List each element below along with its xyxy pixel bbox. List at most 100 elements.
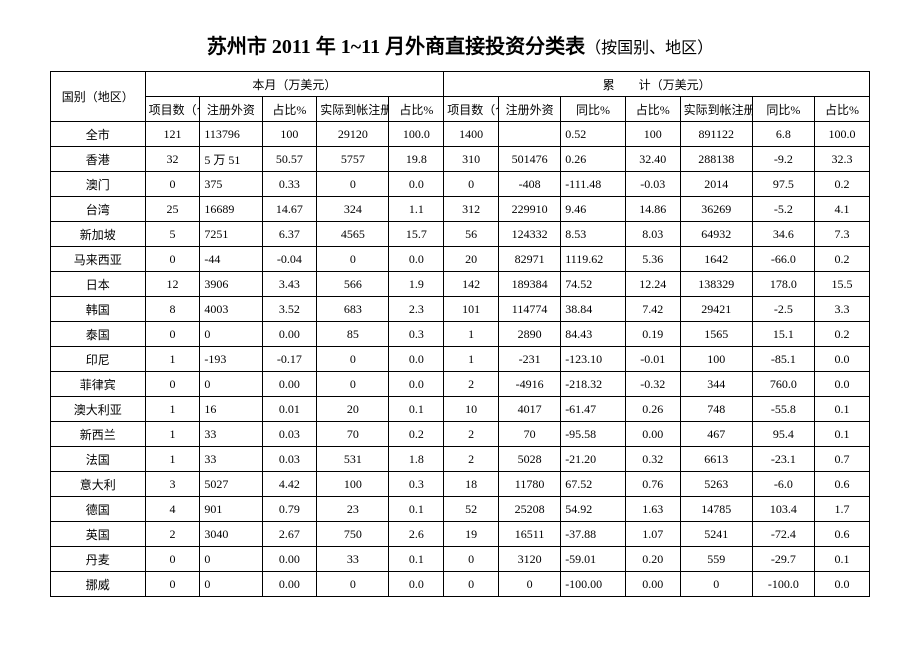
- cell-cum: -9.2: [752, 147, 814, 172]
- cell-month: 2.3: [389, 297, 444, 322]
- table-row: 马来西亚0-44-0.0400.020829711119.625.361642-…: [51, 247, 870, 272]
- cell-cum: 10: [444, 397, 499, 422]
- cell-region: 日本: [51, 272, 146, 297]
- cell-cum: -37.88: [561, 522, 626, 547]
- cell-month: 1: [145, 397, 200, 422]
- cell-cum: 0.20: [625, 547, 680, 572]
- cell-cum: 74.52: [561, 272, 626, 297]
- cell-cum: 1400: [444, 122, 499, 147]
- table-row: 意大利350274.421000.3181178067.520.765263-6…: [51, 472, 870, 497]
- cell-cum: 36269: [680, 197, 752, 222]
- cell-month: 0.00: [262, 572, 317, 597]
- cell-month: 0: [145, 372, 200, 397]
- cell-region: 泰国: [51, 322, 146, 347]
- cell-cum: -0.01: [625, 347, 680, 372]
- cell-region: 英国: [51, 522, 146, 547]
- cell-cum: 229910: [498, 197, 560, 222]
- header-month-group: 本月（万美元）: [145, 72, 444, 97]
- cell-cum: 18: [444, 472, 499, 497]
- cell-region: 丹麦: [51, 547, 146, 572]
- cell-month: 0.00: [262, 322, 317, 347]
- cell-month: 4.42: [262, 472, 317, 497]
- table-row: 全市12111379610029120100.014000.5210089112…: [51, 122, 870, 147]
- cell-cum: 344: [680, 372, 752, 397]
- cell-month: 0: [317, 347, 389, 372]
- cell-cum: 84.43: [561, 322, 626, 347]
- cell-month: 0: [200, 322, 262, 347]
- cell-cum: 2014: [680, 172, 752, 197]
- cell-month: 0: [145, 322, 200, 347]
- cell-cum: 95.4: [752, 422, 814, 447]
- table-row: 韩国840033.526832.310111477438.847.4229421…: [51, 297, 870, 322]
- cell-cum: 14785: [680, 497, 752, 522]
- cell-cum: 0.2: [815, 322, 870, 347]
- cell-month: 7251: [200, 222, 262, 247]
- hdr-m3: 实际到帐注册外资: [317, 97, 389, 122]
- cell-month: 901: [200, 497, 262, 522]
- table-row: 挪威000.0000.000-100.000.000-100.00.0: [51, 572, 870, 597]
- cell-month: 0.3: [389, 472, 444, 497]
- cell-month: 3906: [200, 272, 262, 297]
- cell-cum: 0.6: [815, 522, 870, 547]
- cell-cum: 0.0: [815, 372, 870, 397]
- cell-cum: 0.26: [561, 147, 626, 172]
- cell-cum: 138329: [680, 272, 752, 297]
- cell-month: 16: [200, 397, 262, 422]
- cell-month: 100.0: [389, 122, 444, 147]
- cell-month: -193: [200, 347, 262, 372]
- cell-month: 0.1: [389, 497, 444, 522]
- hdr-m4: 占比%: [389, 97, 444, 122]
- cell-cum: 0.1: [815, 397, 870, 422]
- cell-month: 0.00: [262, 372, 317, 397]
- cell-cum: 5.36: [625, 247, 680, 272]
- cell-month: 2: [145, 522, 200, 547]
- cell-cum: -4916: [498, 372, 560, 397]
- cell-cum: -59.01: [561, 547, 626, 572]
- cell-cum: 114774: [498, 297, 560, 322]
- cell-month: 0: [200, 572, 262, 597]
- cell-cum: 5028: [498, 447, 560, 472]
- cell-month: 683: [317, 297, 389, 322]
- cell-cum: -21.20: [561, 447, 626, 472]
- table-row: 新加坡572516.37456515.7561243328.538.036493…: [51, 222, 870, 247]
- cell-month: 0: [317, 172, 389, 197]
- cell-month: 531: [317, 447, 389, 472]
- cell-cum: 0.76: [625, 472, 680, 497]
- cell-cum: 559: [680, 547, 752, 572]
- cell-cum: 0.32: [625, 447, 680, 472]
- cell-cum: 2: [444, 372, 499, 397]
- cell-month: 1.9: [389, 272, 444, 297]
- cell-cum: 0.00: [625, 422, 680, 447]
- cell-cum: 0.1: [815, 422, 870, 447]
- cell-cum: -61.47: [561, 397, 626, 422]
- cell-month: 0.3: [389, 322, 444, 347]
- cell-cum: 0: [444, 572, 499, 597]
- cell-cum: 5263: [680, 472, 752, 497]
- cell-cum: 97.5: [752, 172, 814, 197]
- cell-month: 6.37: [262, 222, 317, 247]
- cell-cum: -72.4: [752, 522, 814, 547]
- cell-region: 意大利: [51, 472, 146, 497]
- cell-cum: 100.0: [815, 122, 870, 147]
- cell-cum: 3.3: [815, 297, 870, 322]
- cell-cum: 100: [680, 347, 752, 372]
- cell-region: 挪威: [51, 572, 146, 597]
- cell-month: 0.2: [389, 422, 444, 447]
- cell-month: 0.1: [389, 397, 444, 422]
- cell-month: 19.8: [389, 147, 444, 172]
- cell-cum: 0.52: [561, 122, 626, 147]
- cell-month: 2.6: [389, 522, 444, 547]
- cell-cum: 0.00: [625, 572, 680, 597]
- cell-cum: 0.0: [815, 572, 870, 597]
- cell-cum: 7.3: [815, 222, 870, 247]
- cell-cum: 32.40: [625, 147, 680, 172]
- cell-month: 32: [145, 147, 200, 172]
- cell-cum: -408: [498, 172, 560, 197]
- cell-cum: 310: [444, 147, 499, 172]
- cell-cum: 56: [444, 222, 499, 247]
- cell-cum: -0.32: [625, 372, 680, 397]
- cell-region: 澳门: [51, 172, 146, 197]
- cell-month: 16689: [200, 197, 262, 222]
- cell-cum: 1642: [680, 247, 752, 272]
- cell-cum: 1.7: [815, 497, 870, 522]
